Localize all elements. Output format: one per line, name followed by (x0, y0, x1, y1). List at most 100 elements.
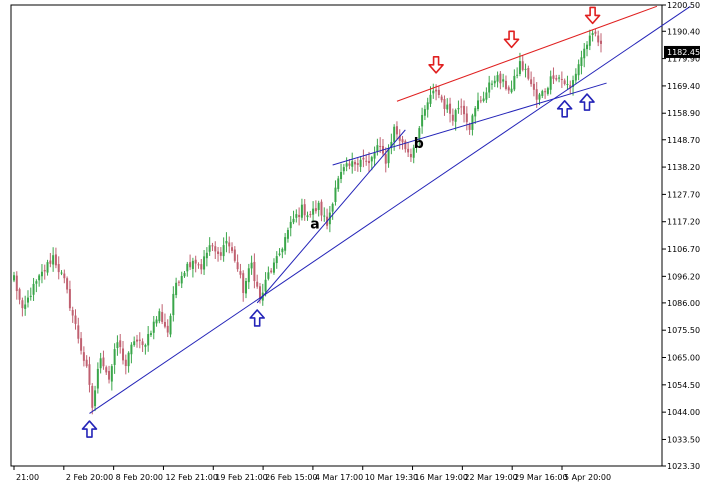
candle-body (147, 334, 150, 346)
candle (124, 354, 127, 375)
candle (449, 97, 452, 123)
candle-body (32, 283, 35, 295)
candle-body (71, 310, 74, 316)
candle-body (457, 108, 460, 110)
candle (465, 106, 468, 131)
candle (597, 30, 600, 47)
candle (362, 149, 365, 168)
candle-body (583, 48, 586, 59)
candle-body (395, 126, 398, 135)
candle (127, 351, 130, 373)
candle-body (356, 163, 359, 165)
candle-body (460, 106, 463, 108)
candle-body (228, 242, 231, 247)
candle (558, 74, 561, 83)
candle-body (488, 82, 491, 93)
candle (74, 309, 77, 330)
candle (200, 259, 203, 275)
candle-body (141, 341, 144, 346)
candle (588, 29, 591, 51)
candle (312, 201, 315, 223)
candle-body (144, 345, 147, 347)
price-tick-label: 1086.00 (667, 299, 700, 308)
candle-body (43, 270, 46, 272)
candle (367, 151, 370, 172)
candle-body (29, 295, 32, 297)
candle (373, 146, 376, 167)
candle-body (66, 278, 69, 290)
candle (412, 144, 415, 164)
candle (496, 71, 499, 88)
candle-body (362, 157, 365, 160)
candle-body (384, 154, 387, 164)
candle-body (300, 204, 303, 218)
candle-body (247, 268, 250, 283)
candle-body (242, 273, 245, 293)
candle-body (270, 270, 273, 273)
candle (354, 159, 357, 171)
candle (138, 332, 141, 349)
candle-body (549, 76, 552, 90)
candle-body (574, 73, 577, 81)
candle-body (217, 251, 220, 254)
price-tick-label: 1096.20 (667, 272, 700, 281)
time-tick-label: 10 Mar 19:30 (365, 473, 418, 482)
price-tick-label: 1054.50 (667, 381, 700, 390)
candle-body (180, 275, 183, 284)
candle (172, 286, 175, 322)
candle (99, 352, 102, 374)
price-tick-label: 1117.20 (667, 218, 700, 227)
candle-body (189, 262, 192, 268)
candle (38, 273, 41, 287)
candle-body (342, 167, 345, 172)
candle-body (99, 358, 102, 369)
candle-body (222, 245, 225, 257)
candle-body (74, 315, 77, 324)
candle (71, 306, 74, 323)
candle (116, 335, 119, 356)
channel-bottom-line (332, 82, 607, 166)
candle (490, 80, 493, 90)
candle-body (49, 260, 52, 264)
candle-body (449, 103, 452, 114)
candle (155, 316, 158, 327)
candle (292, 210, 295, 225)
candle-body (482, 98, 485, 102)
candle (365, 154, 368, 166)
candle (348, 159, 351, 170)
candle-body (446, 104, 449, 110)
candles-group (13, 28, 602, 415)
candle (530, 71, 533, 87)
candle-body (499, 73, 502, 84)
candle-body (127, 352, 130, 367)
candle-body (320, 201, 323, 216)
candle (432, 83, 435, 99)
time-tick-label: 21:00 (16, 473, 39, 482)
candle (18, 287, 21, 305)
candle-body (415, 141, 418, 147)
candle (186, 261, 189, 277)
candle (395, 121, 398, 140)
candle (323, 207, 326, 222)
candle (217, 247, 220, 262)
candle (457, 100, 460, 114)
candle (108, 365, 111, 384)
candle (454, 108, 457, 131)
candle (477, 92, 480, 112)
candle (175, 277, 178, 299)
candle (574, 68, 577, 84)
candle-body (337, 178, 340, 189)
candle-body (186, 263, 189, 272)
candle-body (502, 79, 505, 82)
candle (177, 280, 180, 287)
candle (317, 200, 320, 217)
candle-body (569, 85, 572, 89)
candle (264, 272, 267, 297)
candle-body (479, 100, 482, 102)
long-trendline-line (89, 5, 691, 414)
time-tick-label: 8 Feb 20:00 (116, 473, 163, 482)
candle-body (172, 293, 175, 316)
steep-trendline-line (256, 129, 406, 304)
candle (370, 155, 373, 171)
candle (275, 251, 278, 269)
